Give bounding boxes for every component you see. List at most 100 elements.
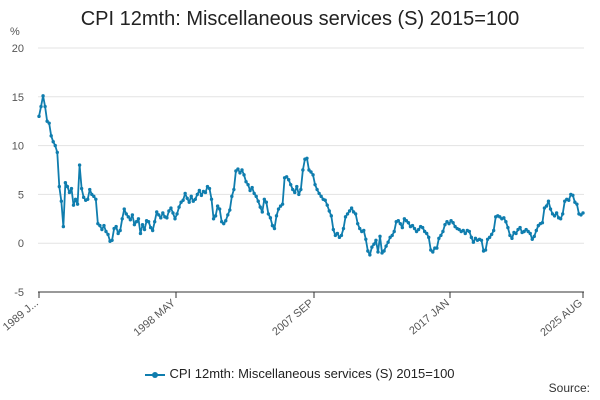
data-point — [88, 187, 92, 192]
data-point — [540, 221, 545, 225]
data-point — [378, 234, 382, 239]
data-point — [57, 184, 61, 189]
data-point — [236, 167, 240, 171]
data-point — [187, 200, 191, 204]
data-point — [203, 190, 208, 195]
y-tick-label: -5 — [14, 287, 24, 299]
data-point — [506, 225, 510, 230]
data-point — [502, 216, 506, 220]
data-point — [329, 214, 333, 218]
source-label[interactable]: Source: — [548, 381, 590, 395]
data-point — [345, 212, 350, 216]
data-point — [280, 202, 285, 206]
legend-label: CPI 12mth: Miscellaneous services (S) 20… — [169, 366, 455, 381]
data-point — [518, 225, 522, 230]
data-point — [451, 221, 455, 225]
data-point — [293, 190, 297, 195]
data-point — [268, 216, 273, 220]
data-point — [554, 211, 559, 215]
data-point — [63, 180, 68, 185]
data-point — [272, 226, 277, 231]
data-point — [51, 140, 55, 144]
data-point — [289, 182, 293, 187]
data-point — [79, 186, 84, 191]
data-point — [427, 235, 431, 240]
data-point — [222, 221, 226, 226]
data-point — [552, 214, 557, 218]
data-point — [489, 232, 494, 237]
data-point — [439, 233, 443, 238]
data-point — [171, 211, 175, 215]
data-point — [185, 196, 189, 200]
data-point — [189, 194, 193, 199]
y-axis: -5 0 5 10 15 20 — [12, 43, 24, 299]
data-point — [260, 210, 264, 214]
data-point — [437, 236, 441, 241]
data-point — [134, 220, 139, 224]
data-point — [94, 197, 98, 201]
data-point — [358, 226, 362, 231]
data-point — [130, 213, 135, 217]
data-point — [116, 231, 120, 236]
data-point — [104, 229, 108, 234]
data-point — [561, 212, 565, 216]
data-point — [447, 221, 451, 226]
data-point — [487, 235, 492, 240]
data-point — [39, 104, 43, 109]
data-point — [461, 228, 465, 233]
data-point — [347, 209, 352, 213]
data-point — [248, 188, 252, 193]
data-point — [199, 193, 204, 198]
data-point — [250, 185, 254, 190]
data-point — [435, 246, 439, 250]
data-point — [398, 221, 403, 226]
data-point — [534, 228, 539, 233]
data-point — [471, 240, 476, 244]
data-point — [77, 163, 82, 167]
data-point — [431, 250, 435, 254]
data-point — [124, 212, 128, 216]
y-tick-label: 10 — [12, 141, 24, 153]
data-point — [544, 204, 549, 208]
data-point — [75, 202, 80, 206]
y-axis-unit: % — [10, 26, 20, 38]
data-point — [207, 186, 212, 191]
gridlines — [38, 47, 584, 293]
data-point — [297, 192, 301, 197]
data-point — [128, 218, 133, 222]
data-point — [571, 193, 575, 198]
data-point — [264, 200, 269, 204]
y-tick-label: 15 — [12, 92, 24, 104]
data-point — [416, 227, 421, 232]
data-point — [353, 212, 358, 216]
data-point — [49, 134, 53, 138]
data-point — [315, 187, 319, 192]
data-point — [567, 198, 571, 202]
data-point — [244, 180, 248, 184]
data-point — [71, 203, 76, 207]
data-point — [209, 197, 214, 201]
data-point — [374, 238, 378, 242]
data-point — [420, 225, 425, 230]
data-point — [67, 190, 72, 195]
data-point — [311, 173, 315, 177]
data-point — [150, 228, 155, 233]
data-point — [491, 228, 496, 233]
data-point — [343, 215, 348, 219]
legend[interactable]: CPI 12mth: Miscellaneous services (S) 20… — [0, 366, 600, 381]
data-point — [254, 194, 258, 199]
data-point — [53, 143, 57, 148]
plot-area — [37, 94, 585, 257]
data-point — [65, 184, 70, 189]
data-point — [349, 206, 354, 210]
data-point — [86, 197, 90, 201]
data-point — [396, 219, 400, 223]
data-point — [183, 191, 187, 196]
data-point — [193, 197, 197, 201]
data-point — [291, 187, 295, 192]
x-tick-label: 2025 AUG — [538, 297, 585, 339]
data-point — [252, 191, 256, 196]
data-point — [110, 238, 114, 242]
data-point — [309, 170, 313, 174]
data-point — [508, 233, 512, 238]
